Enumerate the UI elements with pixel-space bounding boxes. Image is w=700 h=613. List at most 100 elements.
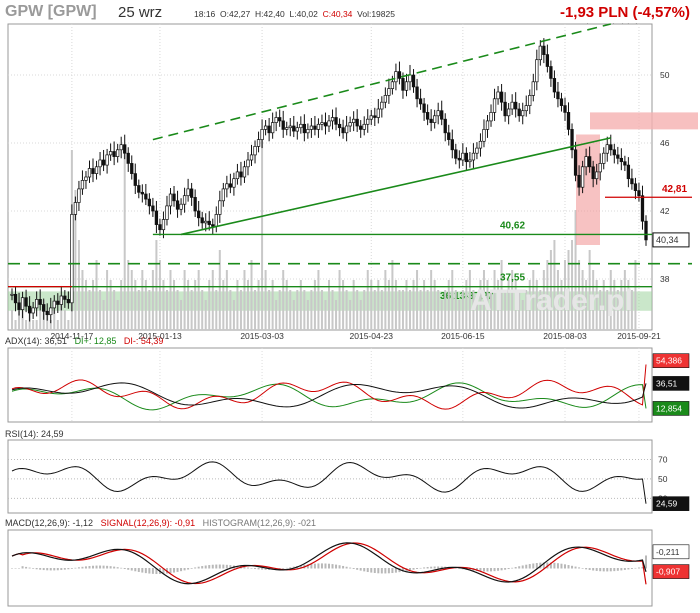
candle-body: [591, 166, 595, 180]
volume-bar: [549, 250, 552, 330]
macd-histogram-bar: [190, 568, 193, 569]
candle-body: [281, 120, 285, 130]
candle-body: [337, 123, 342, 129]
candle-body: [566, 112, 571, 130]
di-minus-value-label: DI-: 54,39: [123, 336, 164, 346]
adx-header: ADX(14): 36,51 DI+: 12,85 DI-: 54,39: [5, 336, 163, 346]
macd-histogram-bar: [458, 568, 461, 569]
macd-histogram-bar: [222, 564, 225, 569]
x-tick-label: 2015-08-03: [543, 331, 587, 341]
volume-bar: [271, 280, 274, 330]
macd-histogram-bar: [342, 565, 345, 569]
volume-bar: [278, 290, 281, 330]
volume-bar: [165, 290, 168, 330]
candle-body: [461, 152, 465, 161]
candle-body: [401, 78, 405, 91]
signal-last-label-box: [652, 564, 690, 579]
candle-body: [573, 149, 578, 176]
volume-bar: [243, 270, 246, 330]
macd-histogram-bar: [250, 568, 253, 569]
macd-histogram-bar: [560, 563, 563, 569]
di-minus-last-label: 54,386: [656, 356, 682, 366]
candle-body: [119, 144, 123, 151]
volume-bar: [35, 320, 38, 330]
volume-bar: [306, 300, 309, 330]
macd-histogram-bar: [518, 566, 521, 569]
macd-histogram-bar: [215, 564, 218, 569]
candle-body: [299, 123, 303, 129]
volume-bar: [451, 270, 454, 330]
candle-body: [27, 305, 32, 314]
volume-bar: [99, 290, 102, 330]
macd-histogram-bar: [155, 568, 158, 574]
macd-histogram-bar: [556, 563, 559, 569]
candle-body: [517, 108, 521, 117]
candle-body: [352, 118, 356, 123]
ohlc-readout: 18:16 O:42,27 H:42,40 L:40,02 C:40,34 Vo…: [194, 9, 395, 19]
candle-body: [482, 129, 486, 142]
volume-bar: [204, 300, 207, 330]
macd-histogram-bar: [511, 567, 514, 569]
macd-histogram-bar: [116, 567, 119, 569]
volume-bar: [444, 290, 447, 330]
candle-body: [609, 144, 613, 151]
candle-body: [232, 178, 236, 188]
volume-bar: [257, 280, 260, 330]
volume-bar: [250, 260, 253, 330]
macd-histogram-bar: [521, 565, 524, 569]
candle-body: [637, 190, 641, 197]
macd-histogram-bar: [486, 568, 489, 572]
candle-body: [133, 173, 137, 186]
macd-histogram-bar: [25, 566, 28, 569]
volume-bar: [137, 290, 140, 330]
macd-histogram-bar: [581, 568, 584, 569]
macd-histogram-bar: [42, 568, 45, 571]
macd-histogram-bar: [14, 568, 17, 569]
candle-body: [147, 198, 152, 207]
macd-histogram-bar: [257, 568, 260, 570]
volume-bar: [155, 240, 158, 330]
macd-histogram-bar: [620, 568, 623, 571]
volume-bar: [486, 280, 489, 330]
volume-bar: [454, 290, 457, 330]
candle-body: [450, 139, 454, 151]
volume-bar: [588, 250, 591, 330]
macd-histogram-bar: [127, 568, 130, 570]
candle-body: [464, 152, 469, 163]
volume-bar: [39, 310, 42, 330]
support-label: 40,62: [500, 220, 525, 231]
channel-upper-line: [152, 23, 611, 141]
signal-line: [11, 542, 647, 585]
x-tick-label: 2014-11-17: [50, 331, 93, 341]
candle-body: [496, 91, 500, 100]
volume-bar: [620, 280, 623, 330]
macd-histogram-bar: [151, 568, 154, 574]
macd-histogram-bar: [391, 568, 394, 574]
candle-body: [302, 123, 306, 134]
resistance-zone: [590, 112, 698, 130]
candle-body: [165, 205, 169, 220]
macd-histogram-bar: [77, 567, 80, 569]
macd-histogram-bar: [264, 568, 267, 570]
macd-histogram-bar: [282, 568, 285, 569]
candle-body: [186, 188, 190, 197]
candle-body: [70, 214, 74, 304]
macd-histogram-bar: [49, 568, 52, 571]
macd-histogram-bar: [599, 568, 602, 572]
candle-body: [309, 125, 314, 130]
candle-body: [373, 115, 377, 118]
volume-bar: [571, 240, 574, 330]
macd-histogram-bar: [261, 568, 264, 570]
macd-histogram-bar: [285, 567, 288, 569]
volume-bar: [49, 320, 52, 330]
macd-histogram-bar: [423, 567, 426, 569]
volume-bar: [634, 260, 637, 330]
candle-body: [151, 205, 155, 212]
candle-body: [429, 118, 433, 123]
volume-bar: [482, 270, 485, 330]
volume-bar: [606, 290, 609, 330]
macd-histogram-bar: [60, 568, 63, 571]
macd-histogram-bar: [437, 566, 440, 569]
volume-bar: [190, 290, 193, 330]
volume-bar: [493, 270, 496, 330]
